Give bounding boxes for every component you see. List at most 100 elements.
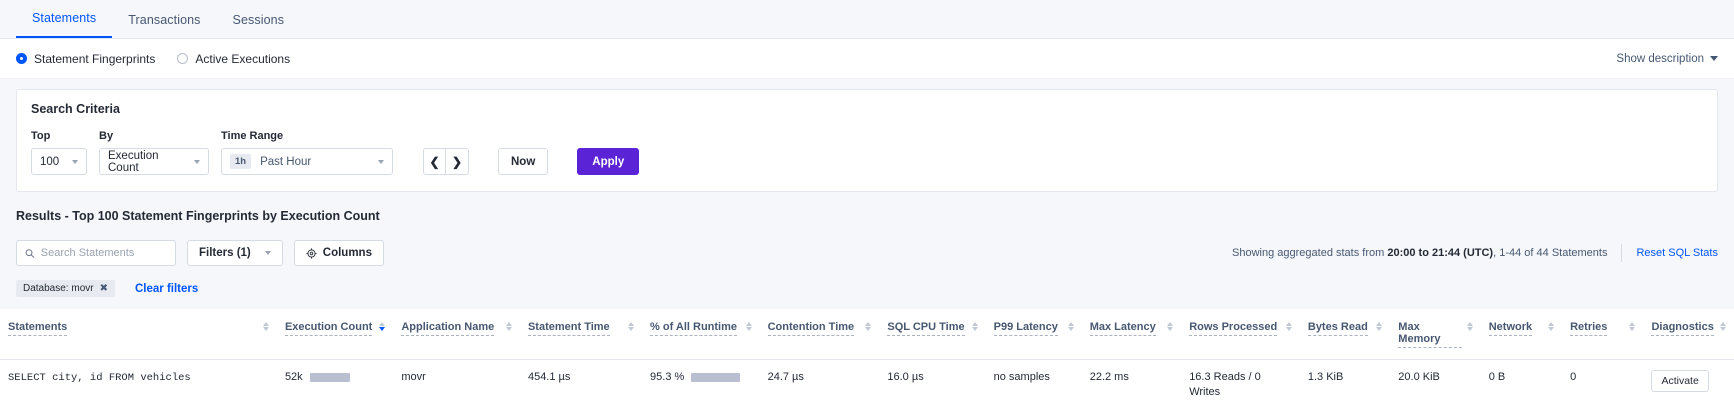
column-header-max-latency[interactable]: Max Latency [1081,309,1182,360]
chevron-down-icon [378,159,384,164]
apply-button[interactable]: Apply [577,148,640,175]
chevron-down-icon [1710,56,1718,61]
sort-toggle[interactable] [971,321,978,331]
cell-max-memory: 20.0 KiB [1390,360,1480,401]
cell-max-latency: 22.2 ms [1082,360,1181,401]
column-label: Execution Count [284,321,373,336]
time-range-select[interactable]: 1h Past Hour [221,148,393,175]
stats-time-range: 20:00 to 21:44 (UTC) [1387,247,1494,259]
active-filters-row: Database: movr ✖ Clear filters [16,280,1718,297]
filter-chip-database[interactable]: Database: movr ✖ [16,280,115,297]
show-description-toggle[interactable]: Show description [1616,53,1718,65]
search-input[interactable] [40,247,167,259]
cell-statement-time: 454.1 µs [520,360,642,401]
column-header-contention-time[interactable]: Contention Time [759,309,880,360]
top-select[interactable]: 100 [31,148,87,175]
column-header-execution-count[interactable]: Execution Count [276,309,394,360]
column-header-network[interactable]: Network [1480,309,1563,360]
sort-toggle[interactable] [745,321,752,331]
search-icon [25,248,35,258]
radio-statement-fingerprints[interactable]: Statement Fingerprints [16,52,155,66]
column-header-statements[interactable]: Statements [0,309,277,360]
application-name-value: movr [401,371,426,383]
tab-transactions[interactable]: Transactions [128,13,201,27]
cell-pct-all-runtime: 95.3 % [642,360,760,401]
sort-toggle[interactable] [262,321,269,331]
time-next-button[interactable]: ❯ [446,148,469,175]
column-header-statement-time[interactable]: Statement Time [519,309,643,360]
cell-p99-latency: no samples [986,360,1082,401]
close-icon[interactable]: ✖ [99,283,108,294]
sort-toggle[interactable] [1720,321,1726,331]
cell-diagnostics: Activate [1643,360,1734,401]
cell-statement: SELECT city, id FROM vehicles [0,360,277,401]
filters-button[interactable]: Filters (1) [187,240,283,266]
network-value: 0 B [1488,371,1506,383]
bytes-read-value: 1.3 KiB [1307,371,1344,383]
top-value: 100 [40,155,60,168]
activate-diagnostics-button[interactable]: Activate [1651,370,1709,392]
gear-icon [306,247,317,259]
chevron-down-icon [194,159,200,164]
cell-rows-processed: 16.3 Reads / 0 Writes [1181,360,1300,401]
filters-label: Filters (1) [199,247,251,259]
top-label: Top [31,130,51,142]
column-header-max-memory[interactable]: Max Memory [1390,309,1481,360]
column-label: Contention Time [767,321,855,336]
column-label: Retries [1570,321,1608,336]
statement-link[interactable]: SELECT city, id FROM vehicles [8,372,191,384]
column-label: Rows Processed [1189,321,1278,336]
column-header-retries[interactable]: Retries [1562,309,1644,360]
results-toolbar: Filters (1) Columns Showing aggregated s… [16,240,1718,266]
radio-active-executions[interactable]: Active Executions [177,52,290,66]
reset-sql-stats-link[interactable]: Reset SQL Stats [1636,247,1718,259]
sql-cpu-time-value: 16.0 µs [887,371,924,383]
max-memory-value: 20.0 KiB [1398,371,1440,383]
cell-retries: 0 [1562,360,1643,401]
search-statements-box[interactable] [16,240,176,266]
chevron-down-icon [72,159,78,164]
table-row[interactable]: SELECT city, id FROM vehicles 52k movr 4… [0,360,1734,401]
sort-toggle[interactable] [379,321,386,331]
sort-toggle[interactable] [865,321,872,331]
sort-toggle[interactable] [628,321,635,331]
filter-chip-label: Database: movr [23,283,94,294]
radio-active-executions-label: Active Executions [195,51,291,66]
column-header-diagnostics[interactable]: Diagnostics [1643,309,1734,360]
by-label: By [99,130,114,142]
sort-toggle[interactable] [1376,321,1383,331]
search-criteria-title: Search Criteria [31,102,120,116]
cell-contention-time: 24.7 µs [760,360,880,401]
now-button[interactable]: Now [498,148,549,175]
column-label: Network [1488,321,1533,336]
statements-table: Statements Execution Count Application N… [0,309,1734,401]
column-header-rows-processed[interactable]: Rows Processed [1181,309,1300,360]
sort-toggle[interactable] [1067,321,1074,331]
column-label: Statements [8,321,68,336]
sort-toggle[interactable] [1285,321,1292,331]
clear-filters-link[interactable]: Clear filters [134,282,199,295]
cell-execution-count: 52k [277,360,393,401]
column-header-bytes-read[interactable]: Bytes Read [1299,309,1391,360]
tab-sessions[interactable]: Sessions [232,13,285,27]
sort-toggle[interactable] [505,321,512,331]
column-header-p99-latency[interactable]: P99 Latency [985,309,1082,360]
sort-toggle[interactable] [1548,321,1555,331]
columns-button[interactable]: Columns [293,240,384,266]
cell-network: 0 B [1481,360,1562,401]
max-latency-value: 22.2 ms [1089,371,1129,383]
column-header-pct-all-runtime[interactable]: % of All Runtime [642,309,760,360]
column-label: P99 Latency [993,321,1058,336]
stats-prefix: Showing aggregated stats from [1232,247,1388,259]
time-prev-button[interactable]: ❮ [423,148,446,175]
radio-statement-fingerprints-label: Statement Fingerprints [34,51,156,66]
tab-statements[interactable]: Statements [16,11,113,38]
by-select[interactable]: Execution Count [99,148,209,175]
column-header-application-name[interactable]: Application Name [393,309,520,360]
rows-processed-value: 16.3 Reads / 0 Writes [1189,371,1261,398]
sort-toggle[interactable] [1167,321,1174,331]
sort-toggle[interactable] [1466,321,1473,331]
sort-toggle[interactable] [1629,321,1636,331]
cell-sql-cpu-time: 16.0 µs [879,360,985,401]
column-header-sql-cpu-time[interactable]: SQL CPU Time [879,309,986,360]
